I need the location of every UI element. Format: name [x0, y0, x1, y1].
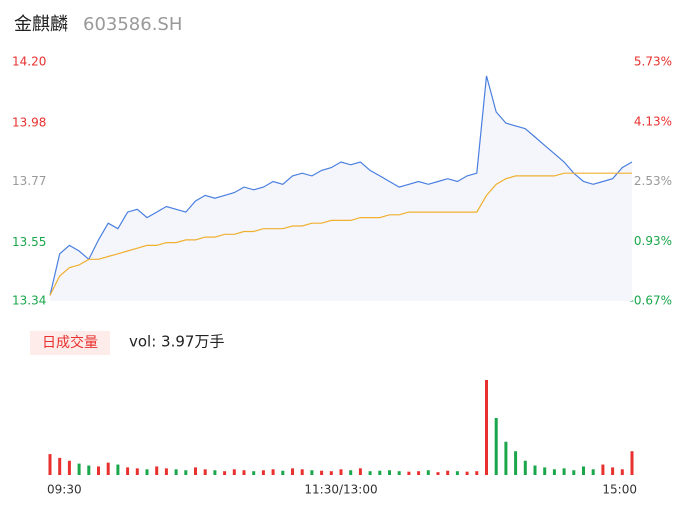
volume-bar	[339, 469, 343, 475]
volume-bar	[485, 380, 488, 475]
volume-bar	[184, 470, 188, 475]
volume-bar	[252, 471, 256, 475]
stock-code: 603586.SH	[83, 14, 182, 35]
volume-bar	[417, 471, 421, 475]
volume-bar	[164, 468, 168, 475]
volume-bar	[135, 468, 139, 475]
y2-tick-label: -0.67%	[630, 294, 672, 308]
y-tick-label: 13.55	[12, 235, 46, 249]
volume-bar	[106, 462, 110, 475]
volume-bar	[223, 471, 227, 475]
volume-bar	[320, 470, 324, 475]
volume-bar	[591, 469, 595, 475]
x-tick-label: 09:30	[47, 483, 82, 497]
y-tick-label: 13.98	[12, 116, 46, 130]
volume-bar	[465, 471, 469, 475]
volume-bar	[126, 467, 130, 475]
volume-bar	[48, 454, 52, 475]
volume-bar	[407, 471, 411, 475]
volume-bar	[349, 470, 353, 475]
volume-bar	[194, 467, 197, 475]
volume-bar	[97, 466, 100, 475]
y-tick-label: 13.34	[12, 294, 46, 308]
volume-tab-label[interactable]: 日成交量	[42, 334, 98, 351]
price-line	[49, 75, 633, 296]
volume-bar	[116, 464, 120, 475]
y2-tick-label: 2.53%	[634, 174, 672, 188]
volume-bar	[203, 469, 207, 475]
volume-bar	[291, 468, 294, 475]
volume-bar	[436, 472, 440, 475]
volume-bar	[494, 418, 498, 475]
volume-bar	[300, 469, 304, 475]
volume-bar	[67, 460, 71, 475]
volume-bar	[145, 469, 149, 475]
average-line	[49, 172, 632, 296]
volume-bar	[155, 466, 159, 475]
stock-name: 金麒麟	[14, 14, 68, 35]
volume-bar	[455, 471, 459, 475]
volume-bar	[543, 467, 547, 475]
volume-tab[interactable]	[30, 331, 110, 355]
volume-bar	[232, 469, 236, 475]
volume-bar	[611, 467, 615, 475]
x-tick-label: 11:30/13:00	[304, 483, 377, 497]
volume-bar	[601, 464, 605, 475]
volume-bar	[310, 470, 314, 475]
y-tick-label: 14.20	[12, 55, 46, 69]
volume-bar	[523, 460, 527, 475]
x-tick-label: 15:00	[602, 483, 637, 497]
volume-bar	[281, 470, 285, 475]
volume-bar	[426, 470, 430, 475]
volume-bar	[397, 471, 401, 475]
volume-bar	[388, 470, 391, 475]
price-area	[50, 75, 632, 302]
volume-bar	[271, 469, 275, 475]
volume-bar	[358, 468, 362, 475]
volume-bar	[77, 463, 81, 475]
volume-bar	[582, 466, 585, 475]
volume-bar	[562, 468, 566, 475]
volume-bar	[58, 457, 62, 475]
volume-bar	[242, 470, 246, 475]
volume-bar	[552, 469, 556, 475]
y2-tick-label: 0.93%	[634, 234, 672, 248]
volume-bar	[329, 471, 333, 475]
volume-bar	[514, 451, 518, 475]
volume-bar	[174, 469, 178, 475]
volume-bar	[87, 465, 91, 475]
volume-bar	[368, 471, 372, 475]
volume-bar	[213, 470, 217, 475]
volume-bar	[504, 441, 508, 475]
volume-bar	[630, 451, 634, 475]
volume-bar	[446, 470, 450, 475]
volume-bar	[620, 469, 624, 475]
volume-bar	[378, 470, 382, 475]
y2-tick-label: 5.73%	[634, 55, 672, 69]
volume-bar	[261, 470, 265, 475]
volume-bar	[475, 471, 479, 475]
volume-summary: vol: 3.97万手	[129, 333, 224, 351]
volume-bar	[533, 465, 537, 475]
y2-tick-label: 4.13%	[634, 114, 672, 128]
y-tick-label: 13.77	[12, 174, 46, 188]
volume-bar	[572, 470, 576, 475]
